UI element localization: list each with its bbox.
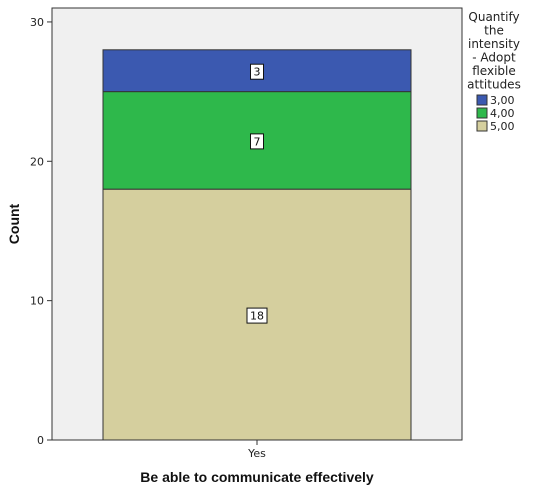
y-tick-label: 0 [37, 434, 44, 447]
data-label: 3 [254, 66, 261, 79]
legend-title-line: Quantify [468, 10, 519, 24]
legend-title-line: flexible [472, 64, 516, 78]
y-tick-label: 30 [30, 16, 44, 29]
legend-title-line: the [484, 24, 504, 38]
legend-title-line: intensity [468, 37, 520, 51]
legend-item-label: 3,00 [490, 94, 515, 107]
legend-swatch [476, 107, 488, 119]
legend-item-label: 5,00 [490, 120, 515, 133]
legend-title-line: attitudes [467, 78, 521, 92]
x-axis-title: Be able to communicate effectively [140, 469, 374, 485]
data-label: 18 [250, 310, 264, 323]
data-label-box [246, 307, 268, 324]
y-tick-label: 20 [30, 155, 44, 168]
x-tick-label: Yes [247, 447, 266, 460]
data-label-box [250, 63, 264, 80]
legend-swatch [476, 94, 488, 106]
legend-title-line: - Adopt [472, 51, 516, 65]
legend-item-label: 4,00 [490, 107, 515, 120]
data-label: 7 [254, 135, 261, 148]
data-label-box [250, 133, 264, 150]
axes-layer: 0 10 20 30 Yes [30, 8, 462, 460]
legend-swatch [476, 120, 488, 132]
bars-layer [102, 49, 412, 441]
y-axis-title: Count [6, 203, 22, 244]
y-tick-label: 10 [30, 295, 44, 308]
